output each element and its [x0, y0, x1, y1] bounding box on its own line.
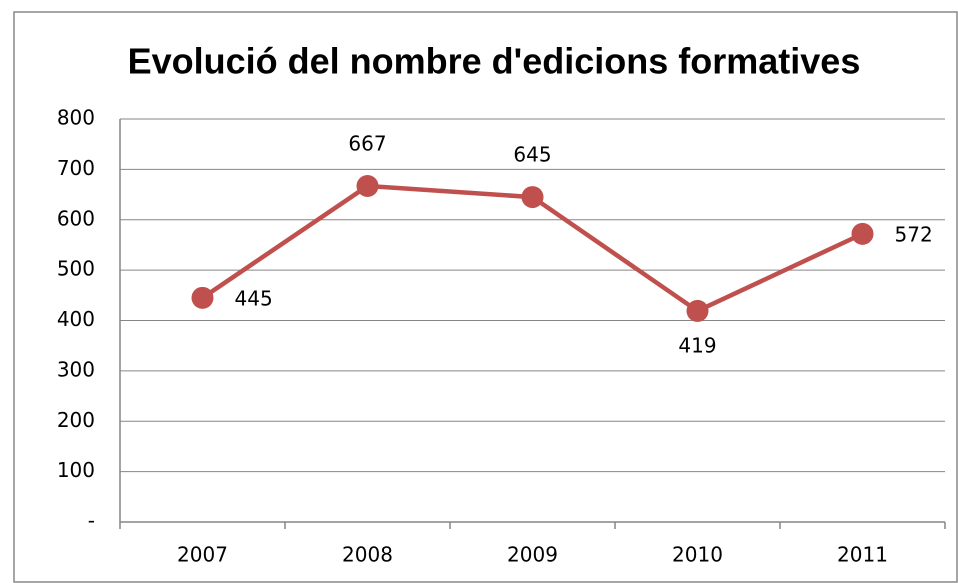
point: [191, 286, 214, 309]
x-tick-label: 2007: [177, 543, 228, 567]
y-tick-label: 800: [57, 106, 95, 130]
data-label: 667: [348, 131, 386, 155]
point: [686, 299, 709, 322]
x-tick-label: 2011: [837, 543, 888, 567]
y-tick-label: 600: [57, 206, 95, 230]
y-tick-label: 200: [57, 408, 95, 432]
y-tick-label: -: [88, 509, 95, 533]
y-tick-label: 500: [57, 257, 95, 281]
x-tick-label: 2010: [672, 543, 723, 567]
x-tick-label: 2009: [507, 543, 558, 567]
point: [521, 186, 544, 209]
y-tick-label: 300: [57, 357, 95, 381]
chart-title: Evolució del nombre d'edicions formative…: [128, 41, 861, 82]
point: [356, 174, 379, 197]
data-label: 419: [678, 333, 716, 357]
y-tick-label: 700: [57, 156, 95, 180]
chart-frame: [13, 11, 958, 583]
y-tick-label: 100: [57, 458, 95, 482]
data-label: 645: [513, 143, 551, 167]
point: [851, 222, 874, 245]
data-label: 572: [895, 222, 933, 246]
y-tick-label: 400: [57, 307, 95, 331]
data-label: 445: [235, 286, 273, 310]
x-tick-label: 2008: [342, 543, 393, 567]
